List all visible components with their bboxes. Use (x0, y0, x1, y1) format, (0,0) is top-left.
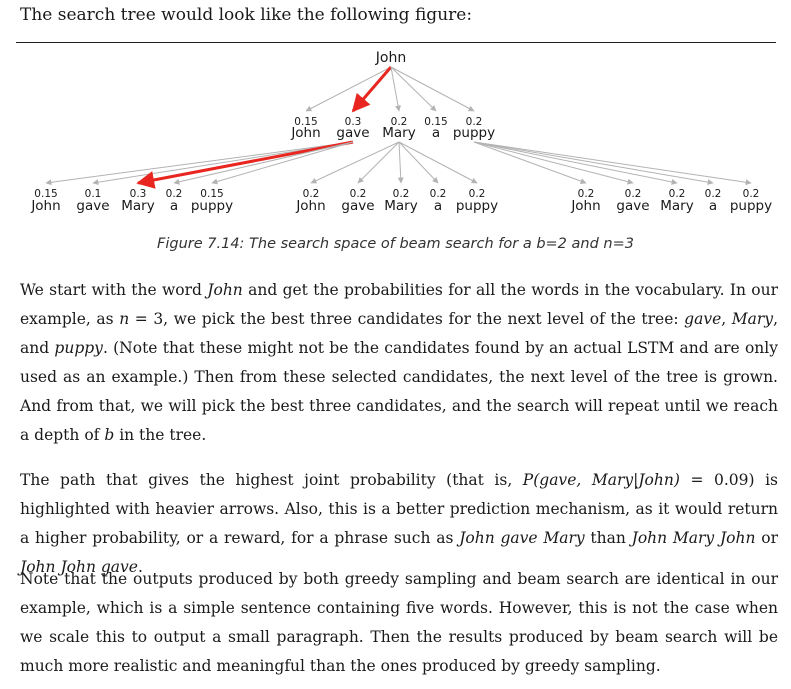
level2-group2-prob-john: 0.2 (303, 188, 320, 200)
math-expression: P(gave, Mary|John) (522, 471, 680, 489)
tree-edge-group1-puppy (211, 141, 354, 185)
level1-word-a: a (432, 125, 440, 141)
level2-group1-prob-puppy: 0.15 (200, 188, 223, 200)
level1-prob-john: 0.15 (294, 116, 317, 128)
level2-group2-word-puppy: puppy (456, 198, 498, 214)
level2-group2-word-a: a (434, 198, 442, 214)
level1-prob-mary: 0.2 (391, 116, 408, 128)
tree-edge-root-to-mary (390, 66, 401, 112)
level2-group1-prob-mary: 0.3 (130, 188, 147, 200)
level2-group2-word-gave: gave (341, 198, 374, 214)
level2-group3-prob-puppy: 0.2 (743, 188, 760, 200)
level1-prob-gave: 0.3 (345, 116, 362, 128)
tree-edge-group2-puppy (398, 141, 478, 184)
tree-root-word: John (375, 50, 406, 66)
level1-prob-puppy: 0.2 (466, 116, 483, 128)
level2-group2-prob-gave: 0.2 (350, 188, 367, 200)
level2-group1-prob-gave: 0.1 (85, 188, 102, 200)
level2-group2-prob-puppy: 0.2 (469, 188, 486, 200)
tree-edge-root-to-puppy (390, 66, 475, 112)
tree-edge-group3-a (473, 141, 714, 186)
paragraph-greedy-vs-beam: Note that the outputs produced by both g… (20, 570, 778, 675)
level2-group1-prob-john: 0.15 (34, 188, 57, 200)
level2-group1-word-mary: Mary (121, 198, 154, 214)
level2-group2-prob-mary: 0.2 (393, 188, 410, 200)
intro-text: The search tree would look like the foll… (20, 5, 473, 25)
paragraph-beam-search-explanation: We start with the word John and get the … (20, 281, 779, 444)
tree-edge-root-to-john (305, 66, 392, 112)
level1-word-gave: gave (336, 125, 369, 141)
level2-group2-word-mary: Mary (384, 198, 417, 214)
tree-edge-root-to-a (390, 66, 437, 112)
figure-caption: Figure 7.14: The search space of beam se… (157, 236, 634, 252)
paragraph-joint-probability: The path that gives the highest joint pr… (20, 471, 779, 576)
tree-edge-group2-mary (397, 141, 404, 184)
level2-group3-word-mary: Mary (660, 198, 693, 214)
beam-search-tree-diagram: John0.15John0.3gave0.2Mary0.15a0.2puppy0… (30, 50, 772, 214)
level2-group3-prob-john: 0.2 (578, 188, 595, 200)
level2-group3-word-puppy: puppy (730, 198, 772, 214)
level1-word-john: John (290, 125, 320, 141)
tree-edge-group3-puppy (473, 141, 752, 186)
tree-edge-group1-mary (136, 140, 354, 189)
level2-group1-prob-a: 0.2 (166, 188, 183, 200)
tree-edge-group2-a (398, 141, 439, 184)
tree-edge-group3-john (473, 141, 587, 184)
level2-group3-word-gave: gave (616, 198, 649, 214)
level2-group3-prob-gave: 0.2 (625, 188, 642, 200)
level2-group2-word-john: John (295, 198, 325, 214)
level2-group3-word-a: a (709, 198, 717, 214)
level2-group2-prob-a: 0.2 (430, 188, 447, 200)
level2-group1-word-puppy: puppy (191, 198, 233, 214)
tree-edge-root-to-gave (351, 66, 393, 113)
tree-edge-group2-john (310, 141, 400, 184)
level1-word-mary: Mary (382, 125, 415, 141)
level2-group3-prob-a: 0.2 (705, 188, 722, 200)
tree-edge-group1-a (173, 141, 354, 185)
level2-group1-word-john: John (30, 198, 60, 214)
level1-word-puppy: puppy (453, 125, 495, 141)
tree-edge-group1-john (45, 141, 354, 186)
tree-edge-group2-gave (357, 141, 400, 184)
level2-group3-word-john: John (570, 198, 600, 214)
level2-group1-word-a: a (170, 198, 178, 214)
level2-group3-prob-mary: 0.2 (669, 188, 686, 200)
level2-group1-word-gave: gave (76, 198, 109, 214)
level1-prob-a: 0.15 (424, 116, 447, 128)
beam-search-tree-figure: John 0.15 John 0.3 gave 0.2 Mary 0.15 a 0.2 puppy 0… (16, 42, 776, 221)
tree-edge-group3-gave (473, 141, 634, 185)
tree-edge-group3-mary (473, 141, 678, 185)
